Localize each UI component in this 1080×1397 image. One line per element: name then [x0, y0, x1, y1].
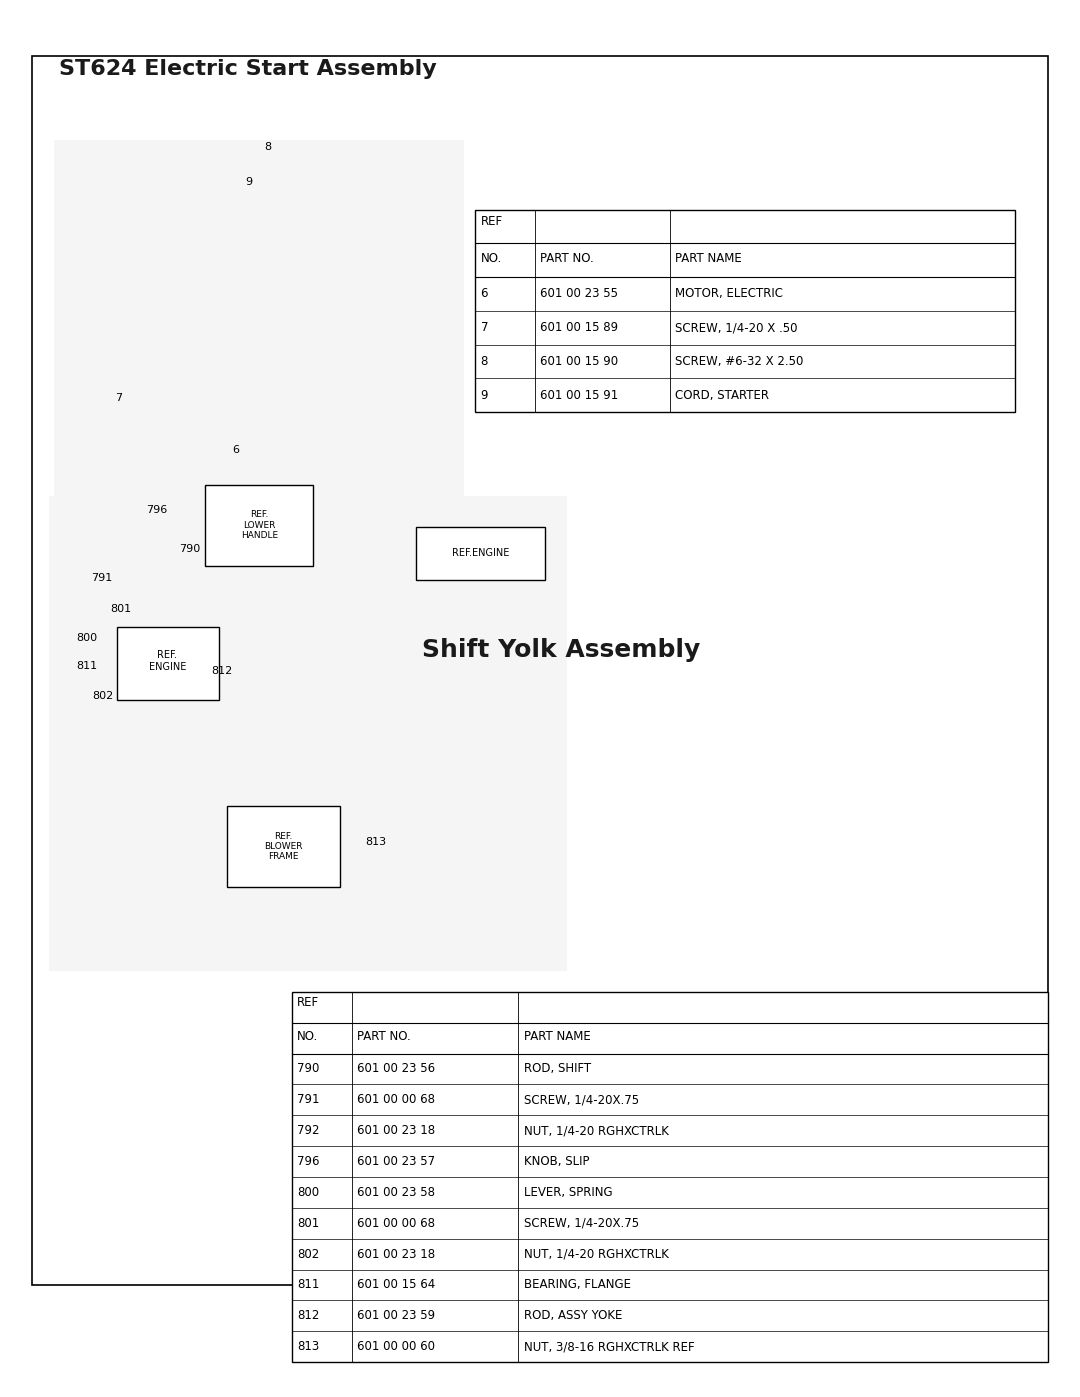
Text: 601 00 23 56: 601 00 23 56 — [357, 1063, 435, 1076]
Text: 6: 6 — [481, 288, 488, 300]
Text: PART NAME: PART NAME — [524, 1030, 591, 1044]
Text: 811: 811 — [297, 1278, 320, 1291]
Text: REF.
BLOWER
FRAME: REF. BLOWER FRAME — [264, 831, 302, 862]
Text: 800: 800 — [297, 1186, 319, 1199]
Text: CORD, STARTER: CORD, STARTER — [675, 388, 769, 402]
Text: 601 00 23 18: 601 00 23 18 — [357, 1248, 435, 1260]
Text: 601 00 00 60: 601 00 00 60 — [357, 1340, 435, 1354]
Bar — [49, 496, 567, 971]
Text: 792: 792 — [297, 1125, 320, 1137]
Text: 802: 802 — [92, 690, 113, 701]
Text: 802: 802 — [297, 1248, 320, 1260]
Text: REF.
ENGINE: REF. ENGINE — [149, 650, 186, 672]
Text: 9: 9 — [245, 176, 252, 187]
Text: Shift Yolk Assembly: Shift Yolk Assembly — [422, 637, 701, 662]
Text: 601 00 15 89: 601 00 15 89 — [540, 321, 618, 334]
Text: 801: 801 — [297, 1217, 320, 1229]
Text: 813: 813 — [365, 837, 387, 848]
Bar — [32, 56, 1048, 1285]
Text: REF: REF — [481, 215, 502, 228]
Text: LEVER, SPRING: LEVER, SPRING — [524, 1186, 612, 1199]
Text: NUT, 1/4-20 RGHXCTRLK: NUT, 1/4-20 RGHXCTRLK — [524, 1125, 669, 1137]
Text: REF: REF — [297, 996, 319, 1009]
Text: SCREW, 1/4-20X.75: SCREW, 1/4-20X.75 — [524, 1094, 639, 1106]
Text: 8: 8 — [481, 355, 488, 367]
Text: ROD, SHIFT: ROD, SHIFT — [524, 1063, 591, 1076]
Bar — [475, 210, 1015, 412]
Text: KNOB, SLIP: KNOB, SLIP — [524, 1155, 590, 1168]
FancyBboxPatch shape — [416, 527, 545, 580]
Bar — [292, 992, 1048, 1362]
Text: NO.: NO. — [481, 251, 502, 265]
Text: 7: 7 — [481, 321, 488, 334]
Text: 601 00 00 68: 601 00 00 68 — [357, 1217, 435, 1229]
Text: ST624 Electric Start Assembly: ST624 Electric Start Assembly — [59, 59, 437, 78]
Text: PART NO.: PART NO. — [357, 1030, 411, 1044]
FancyBboxPatch shape — [227, 806, 340, 887]
Text: 601 00 23 18: 601 00 23 18 — [357, 1125, 435, 1137]
FancyBboxPatch shape — [117, 627, 219, 700]
Text: 812: 812 — [297, 1309, 320, 1323]
Text: REF.ENGINE: REF.ENGINE — [451, 548, 510, 559]
Text: 601 00 00 68: 601 00 00 68 — [357, 1094, 435, 1106]
Text: NUT, 3/8-16 RGHXCTRLK REF: NUT, 3/8-16 RGHXCTRLK REF — [524, 1340, 694, 1354]
Text: 601 00 15 64: 601 00 15 64 — [357, 1278, 435, 1291]
Text: 9: 9 — [481, 388, 488, 402]
Text: 811: 811 — [76, 661, 97, 672]
Text: 601 00 23 59: 601 00 23 59 — [357, 1309, 435, 1323]
Text: 791: 791 — [91, 573, 112, 584]
FancyBboxPatch shape — [205, 485, 313, 566]
Text: 791: 791 — [297, 1094, 320, 1106]
Text: 812: 812 — [211, 665, 232, 676]
Text: NO.: NO. — [297, 1030, 319, 1044]
Text: SCREW, 1/4-20 X .50: SCREW, 1/4-20 X .50 — [675, 321, 797, 334]
Text: 7: 7 — [116, 393, 122, 404]
Text: 790: 790 — [179, 543, 201, 555]
Text: 790: 790 — [297, 1063, 320, 1076]
Text: 813: 813 — [297, 1340, 320, 1354]
Text: 601 00 23 57: 601 00 23 57 — [357, 1155, 435, 1168]
Bar — [54, 140, 464, 782]
Text: 8: 8 — [265, 141, 271, 152]
Text: 601 00 15 90: 601 00 15 90 — [540, 355, 618, 367]
Text: NUT, 1/4-20 RGHXCTRLK: NUT, 1/4-20 RGHXCTRLK — [524, 1248, 669, 1260]
Text: 601 00 23 58: 601 00 23 58 — [357, 1186, 435, 1199]
Text: ROD, ASSY YOKE: ROD, ASSY YOKE — [524, 1309, 622, 1323]
Text: 6: 6 — [232, 444, 239, 455]
Text: 801: 801 — [110, 604, 132, 615]
Text: REF.
LOWER
HANDLE: REF. LOWER HANDLE — [241, 510, 278, 541]
Text: 796: 796 — [297, 1155, 320, 1168]
Text: PART NAME: PART NAME — [675, 251, 742, 265]
Text: MOTOR, ELECTRIC: MOTOR, ELECTRIC — [675, 288, 783, 300]
Text: 796: 796 — [146, 504, 167, 515]
Text: 601 00 23 55: 601 00 23 55 — [540, 288, 618, 300]
Text: PART NO.: PART NO. — [540, 251, 594, 265]
Text: 601 00 15 91: 601 00 15 91 — [540, 388, 618, 402]
Text: 800: 800 — [76, 633, 97, 644]
Text: BEARING, FLANGE: BEARING, FLANGE — [524, 1278, 631, 1291]
Text: SCREW, #6-32 X 2.50: SCREW, #6-32 X 2.50 — [675, 355, 804, 367]
Text: SCREW, 1/4-20X.75: SCREW, 1/4-20X.75 — [524, 1217, 639, 1229]
